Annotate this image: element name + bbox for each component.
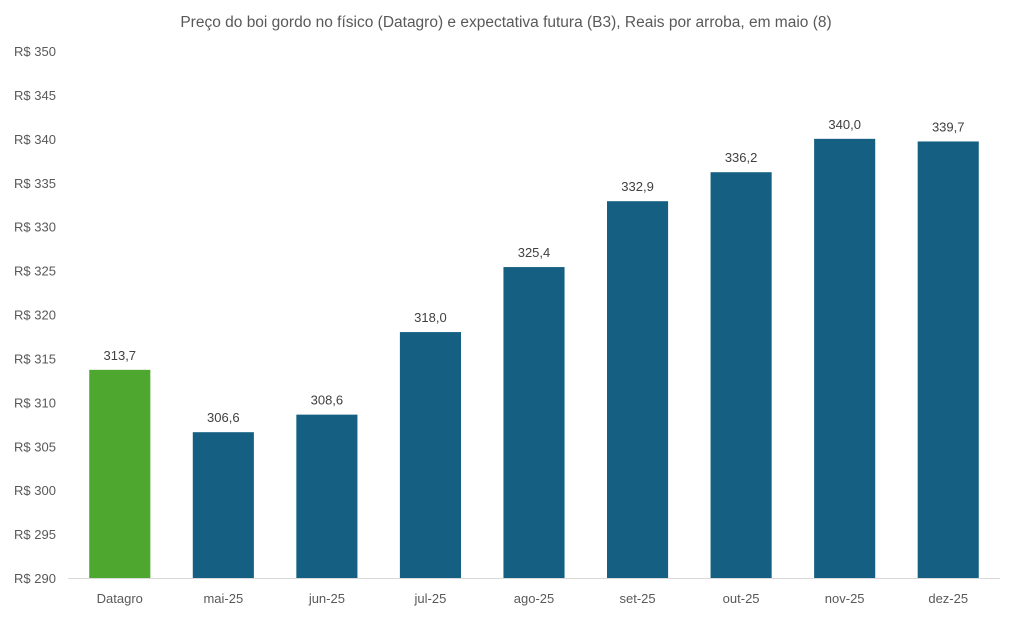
y-tick-label: R$ 290 xyxy=(14,571,56,586)
y-tick-label: R$ 320 xyxy=(14,308,56,323)
data-label: 336,2 xyxy=(725,150,758,165)
bar-jun-25 xyxy=(296,414,358,578)
bar-dez-25 xyxy=(917,141,979,579)
data-label: 318,0 xyxy=(414,310,447,325)
bar-Datagro xyxy=(89,369,151,578)
x-tick-label: Datagro xyxy=(97,591,143,606)
x-tick-label: out-25 xyxy=(723,591,760,606)
data-label: 313,7 xyxy=(104,348,137,363)
x-tick-label: jul-25 xyxy=(414,591,447,606)
bar-out-25 xyxy=(710,172,772,578)
data-label: 308,6 xyxy=(311,393,344,408)
x-tick-label: set-25 xyxy=(619,591,655,606)
bar-mai-25 xyxy=(192,432,254,578)
bar-ago-25 xyxy=(503,267,565,578)
y-tick-label: R$ 315 xyxy=(14,351,56,366)
x-tick-label: mai-25 xyxy=(203,591,243,606)
data-label: 340,0 xyxy=(828,117,861,132)
y-tick-label: R$ 345 xyxy=(14,88,56,103)
bar-jul-25 xyxy=(399,332,461,578)
x-axis: Datagro mai-25 jun-25 jul-25 ago-25 set-25 out… xyxy=(68,578,1000,606)
x-tick-label: ago-25 xyxy=(514,591,554,606)
data-label: 332,9 xyxy=(621,179,654,194)
x-tick-label: nov-25 xyxy=(825,591,865,606)
bar-set-25 xyxy=(607,201,669,578)
y-tick-label: R$ 330 xyxy=(14,220,56,235)
x-tick-label: jun-25 xyxy=(308,591,345,606)
y-axis: R$ 290 R$ 295 R$ 300 R$ 305 R$ 310 R$ 315 R$ 3… xyxy=(14,44,56,586)
y-tick-label: R$ 350 xyxy=(14,44,56,59)
y-tick-label: R$ 310 xyxy=(14,395,56,410)
y-tick-label: R$ 305 xyxy=(14,439,56,454)
y-tick-label: R$ 335 xyxy=(14,176,56,191)
data-label: 306,6 xyxy=(207,410,240,425)
data-label: 339,7 xyxy=(932,119,965,134)
bar-nov-25 xyxy=(814,138,876,579)
x-tick-label: dez-25 xyxy=(928,591,968,606)
data-label: 325,4 xyxy=(518,245,551,260)
bars: 313,7 306,6 308,6 318,0 325,4 332,9 336,2 340,0… xyxy=(89,117,979,579)
y-tick-label: R$ 295 xyxy=(14,527,56,542)
chart-title: Preço do boi gordo no físico (Datagro) e… xyxy=(180,14,831,31)
y-tick-label: R$ 300 xyxy=(14,483,56,498)
y-tick-label: R$ 340 xyxy=(14,132,56,147)
y-tick-label: R$ 325 xyxy=(14,264,56,279)
